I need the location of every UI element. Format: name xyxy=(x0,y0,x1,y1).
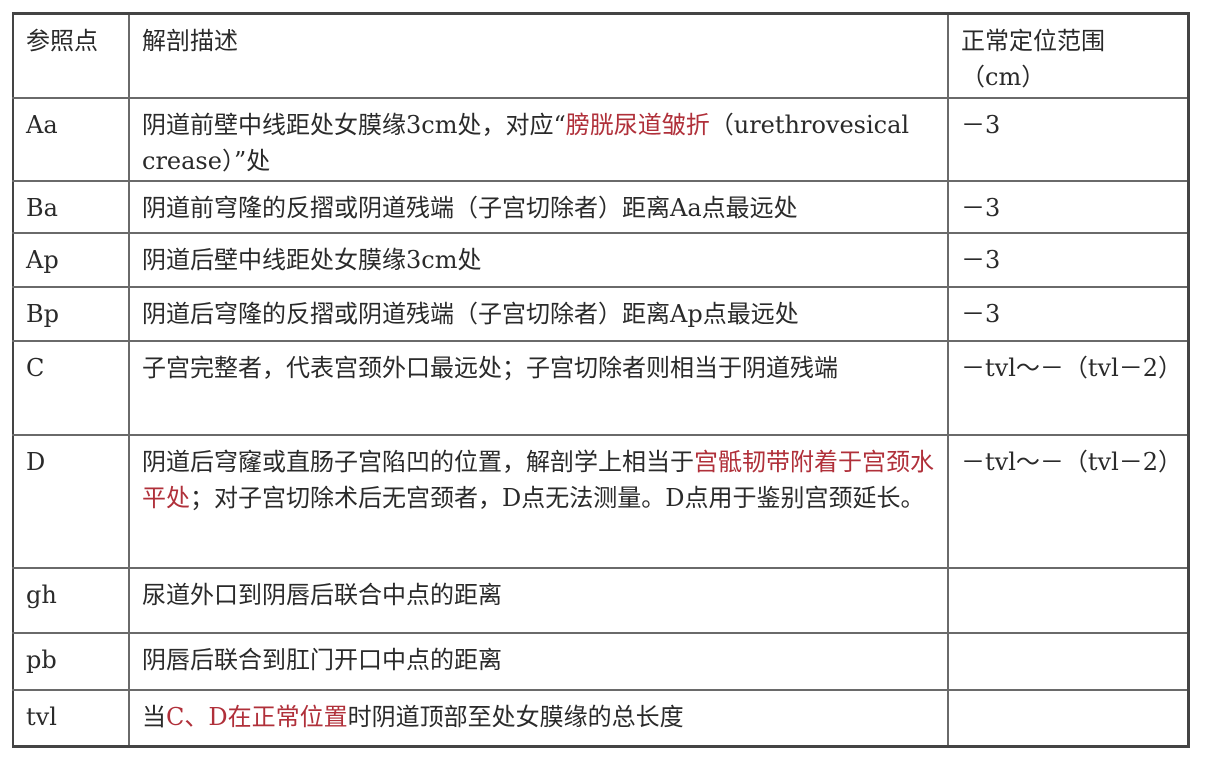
normal-range xyxy=(947,688,1190,748)
highlighted-text: 膀胱尿道皱折 xyxy=(565,110,710,139)
header-row: 参照点 解剖描述 正常定位范围（cm） xyxy=(12,12,1190,99)
normal-range: －3 xyxy=(947,231,1190,288)
reference-point: Ba xyxy=(12,179,130,234)
reference-point: tvl xyxy=(12,688,130,748)
anatomic-description: 阴道后壁中线距处女膜缘3cm处 xyxy=(128,231,949,288)
normal-range: －3 xyxy=(947,96,1190,182)
description-text: 阴道后穹窿或直肠子宫陷凹的位置，解剖学上相当于 xyxy=(142,447,694,476)
header-point: 参照点 xyxy=(12,12,130,99)
anatomic-description: 子宫完整者，代表宫颈外口最远处；子宫切除者则相当于阴道残端 xyxy=(128,339,949,436)
description-text: 时阴道顶部至处女膜缘的总长度 xyxy=(347,702,684,731)
description-text: ；对子宫切除术后无宫颈者，D点无法测量。D点用于鉴别宫颈延长。 xyxy=(190,483,925,512)
reference-point: Ap xyxy=(12,231,130,288)
description-text: 阴道前穹隆的反摺或阴道残端（子宫切除者）距离Aa点最远处 xyxy=(142,193,798,222)
reference-point: gh xyxy=(12,566,130,634)
anatomic-description: 阴道后穹窿或直肠子宫陷凹的位置，解剖学上相当于宫骶韧带附着于宫颈水平处；对子宫切… xyxy=(128,433,949,569)
anatomic-description: 当C、D在正常位置时阴道顶部至处女膜缘的总长度 xyxy=(128,688,949,748)
anatomic-description: 阴道前穹隆的反摺或阴道残端（子宫切除者）距离Aa点最远处 xyxy=(128,179,949,234)
header-description: 解剖描述 xyxy=(128,12,949,99)
table-row: Bp 阴道后穹隆的反摺或阴道残端（子宫切除者）距离Ap点最远处 －3 xyxy=(12,285,1190,342)
description-text: （urethrovesical crease）”处 xyxy=(142,110,910,175)
description-text: 子宫完整者，代表宫颈外口最远处；子宫切除者则相当于阴道残端 xyxy=(142,353,838,382)
anatomic-description: 尿道外口到阴唇后联合中点的距离 xyxy=(128,566,949,634)
normal-range xyxy=(947,566,1190,634)
table-row: Ba 阴道前穹隆的反摺或阴道残端（子宫切除者）距离Aa点最远处 －3 xyxy=(12,179,1190,234)
normal-range: －tvl～－（tvl－2） xyxy=(947,433,1190,569)
anatomic-description: 阴唇后联合到肛门开口中点的距离 xyxy=(128,631,949,691)
normal-range: －3 xyxy=(947,179,1190,234)
table-row: tvl 当C、D在正常位置时阴道顶部至处女膜缘的总长度 xyxy=(12,688,1190,748)
description-text: 阴道后壁中线距处女膜缘3cm处 xyxy=(142,245,482,274)
table-row: C 子宫完整者，代表宫颈外口最远处；子宫切除者则相当于阴道残端 －tvl～－（tvl… xyxy=(12,339,1190,436)
anatomic-description: 阴道后穹隆的反摺或阴道残端（子宫切除者）距离Ap点最远处 xyxy=(128,285,949,342)
description-text: 当 xyxy=(142,702,166,731)
table-row: gh 尿道外口到阴唇后联合中点的距离 xyxy=(12,566,1190,634)
reference-point: D xyxy=(12,433,130,569)
normal-range xyxy=(947,631,1190,691)
table-row: pb 阴唇后联合到肛门开口中点的距离 xyxy=(12,631,1190,691)
highlighted-text: C、D在正常位置 xyxy=(166,702,348,731)
pop-q-reference-table: 参照点 解剖描述 正常定位范围（cm） Aa 阴道前壁中线距处女膜缘3cm处，对应… xyxy=(12,12,1190,748)
header-range: 正常定位范围（cm） xyxy=(947,12,1190,99)
reference-point: Aa xyxy=(12,96,130,182)
description-text: 阴道后穹隆的反摺或阴道残端（子宫切除者）距离Ap点最远处 xyxy=(142,299,799,328)
table-row: Ap 阴道后壁中线距处女膜缘3cm处 －3 xyxy=(12,231,1190,288)
reference-point: C xyxy=(12,339,130,436)
description-text: 阴道前壁中线距处女膜缘3cm处，对应“ xyxy=(142,110,566,139)
anatomic-description: 阴道前壁中线距处女膜缘3cm处，对应“膀胱尿道皱折（urethrovesical… xyxy=(128,96,949,182)
table-row: Aa 阴道前壁中线距处女膜缘3cm处，对应“膀胱尿道皱折（urethrovesic… xyxy=(12,96,1190,182)
highlighted-text: 宫骶韧带附着于宫颈水平处 xyxy=(142,447,934,512)
table-row: D 阴道后穹窿或直肠子宫陷凹的位置，解剖学上相当于宫骶韧带附着于宫颈水平处；对子宫… xyxy=(12,433,1190,569)
description-text: 尿道外口到阴唇后联合中点的距离 xyxy=(142,580,502,609)
reference-point: pb xyxy=(12,631,130,691)
normal-range: －3 xyxy=(947,285,1190,342)
normal-range: －tvl～－（tvl－2） xyxy=(947,339,1190,436)
reference-point: Bp xyxy=(12,285,130,342)
description-text: 阴唇后联合到肛门开口中点的距离 xyxy=(142,645,502,674)
